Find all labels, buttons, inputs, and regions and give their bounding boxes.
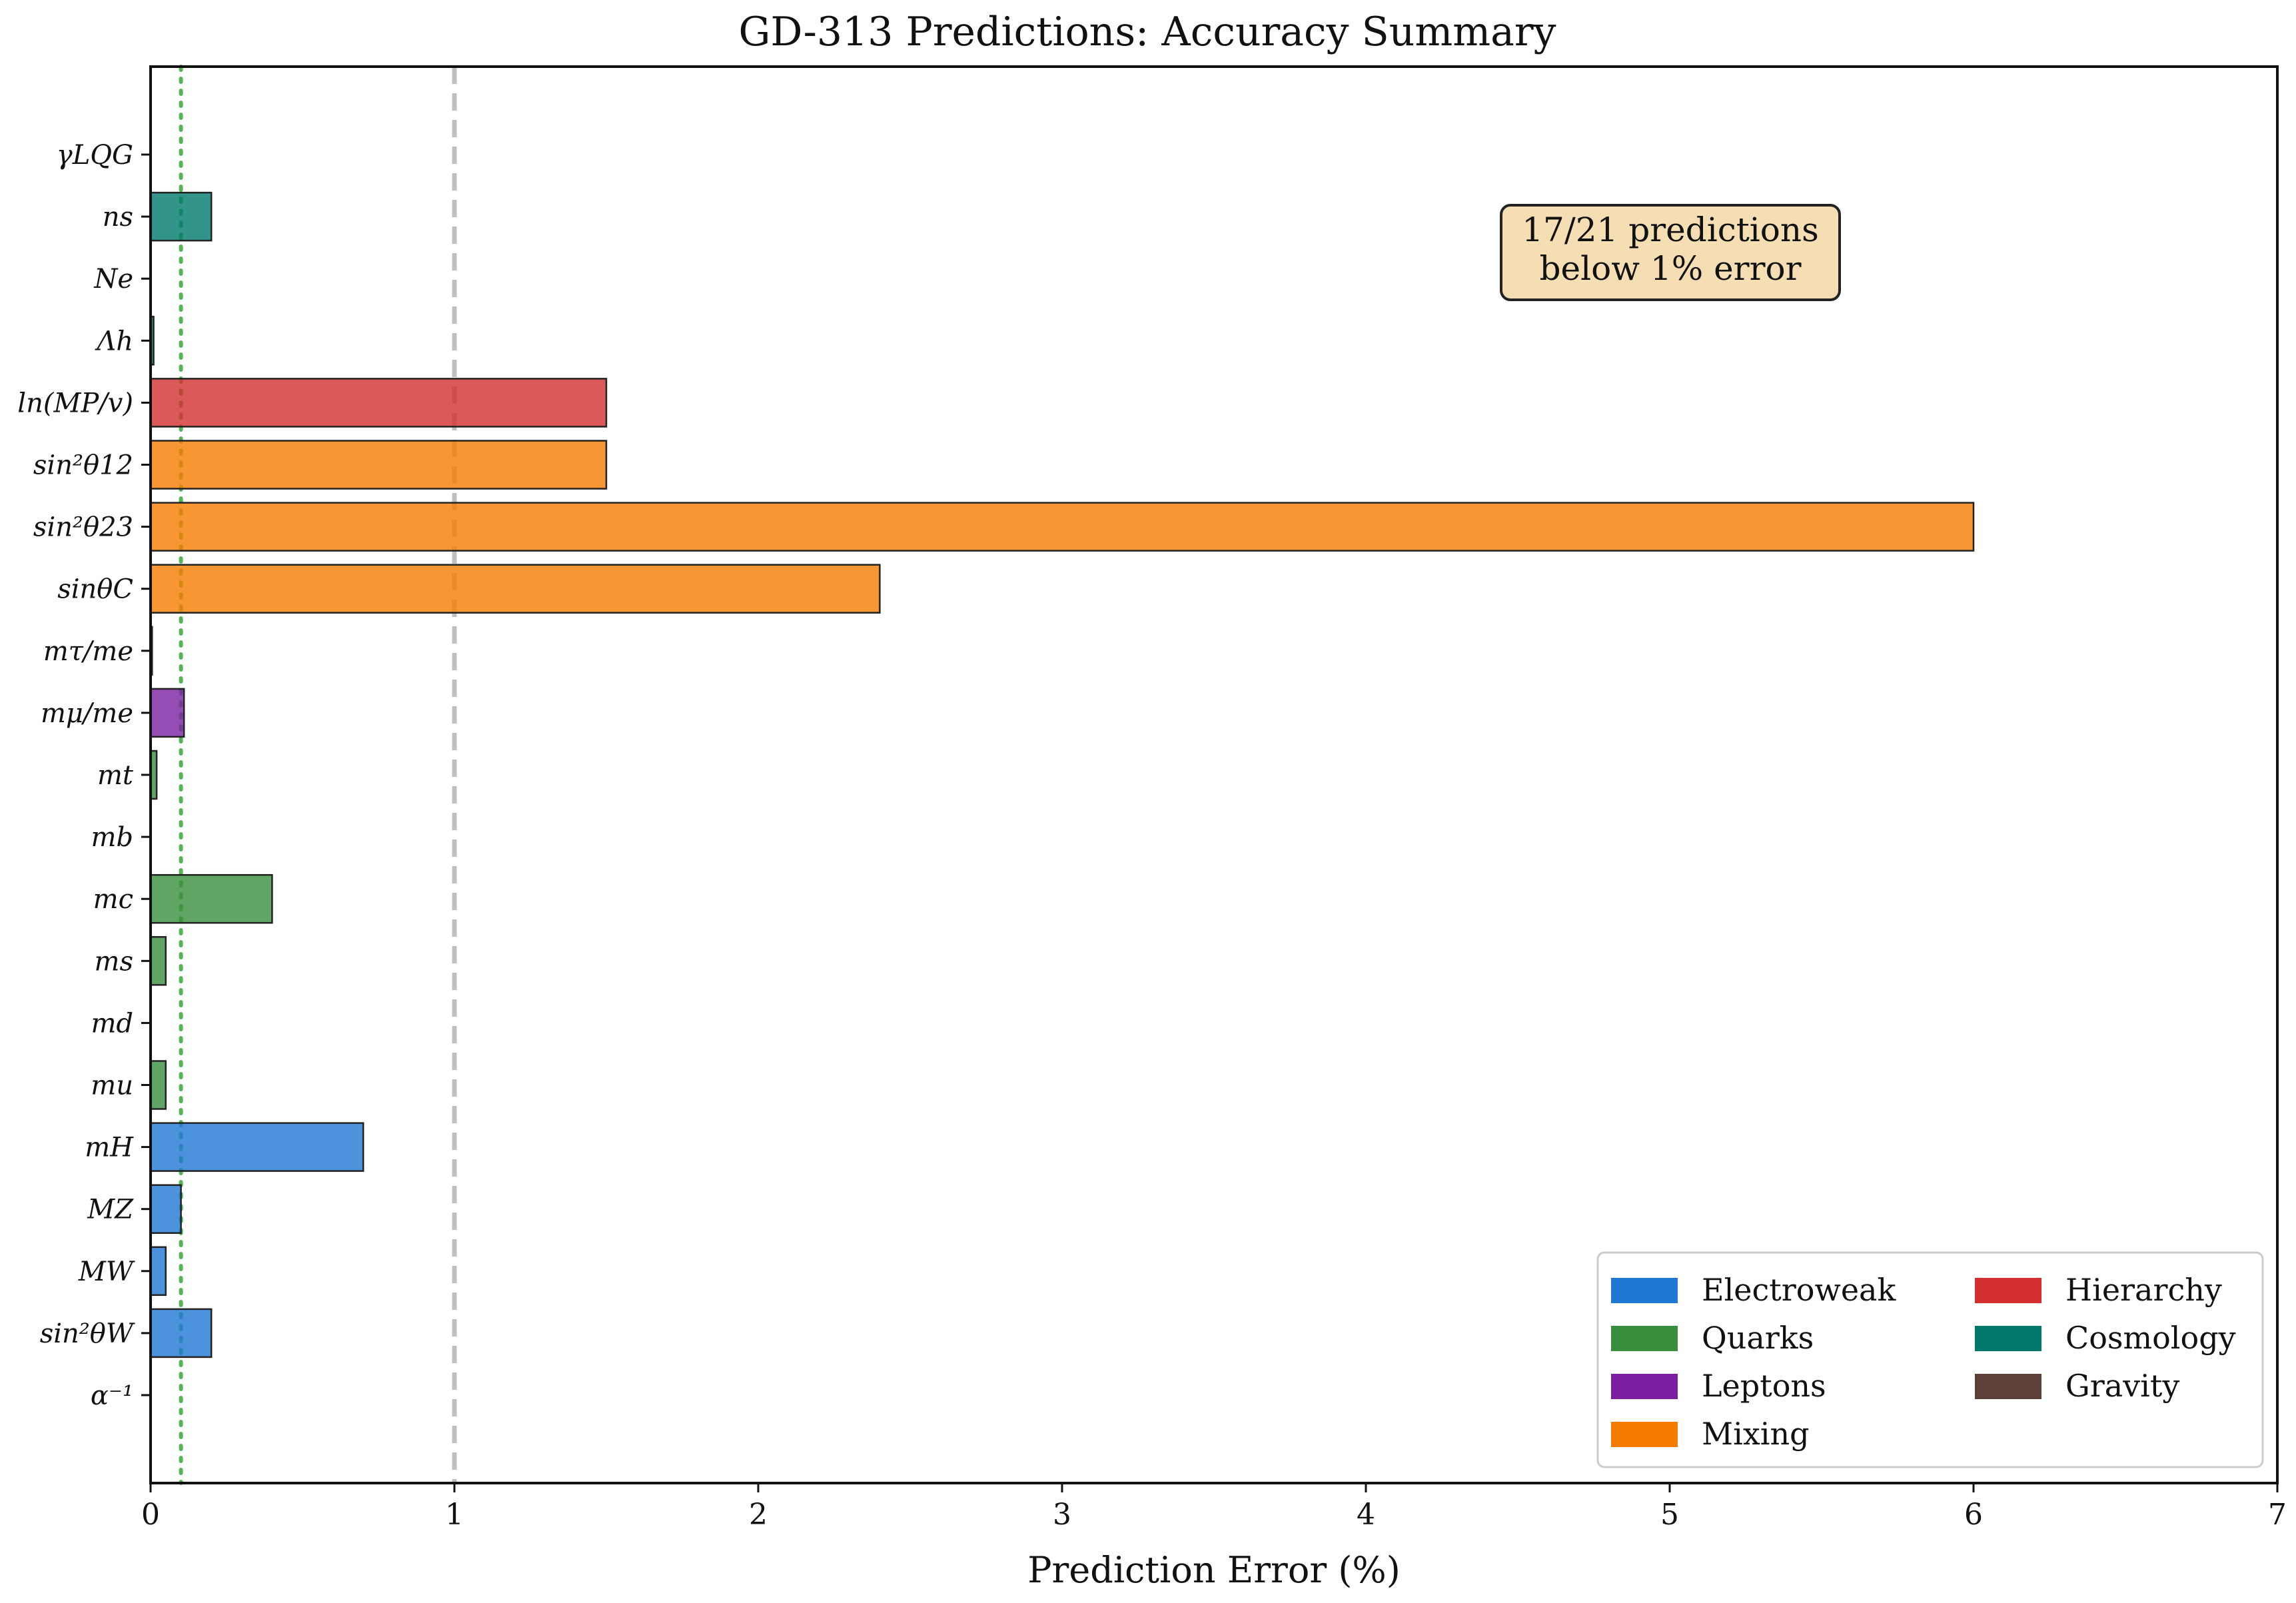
bar-14 — [149, 502, 1975, 552]
y-tick-label-17: Λh — [94, 326, 133, 356]
y-tick-label-1: sin²θW — [40, 1319, 135, 1349]
bar-15 — [149, 440, 608, 490]
plot-area: α⁻¹ sin²θW MW MZ mH mu md ms mc mb mt mμ/me mτ/me sin… — [17, 65, 2287, 1532]
annotation-box: 17/21 predictions below 1% error — [1500, 204, 1841, 301]
y-tick-label-0: α⁻¹ — [91, 1380, 133, 1411]
y-tick-label-7: ms — [95, 946, 133, 977]
legend-label-leptons: Leptons — [1702, 1368, 1826, 1404]
annotation-background — [1500, 204, 1841, 301]
y-tick-label-2: MW — [78, 1257, 135, 1287]
legend-swatch-gravity — [1975, 1374, 2041, 1399]
bar-2 — [149, 1246, 167, 1297]
annotation-line-1: 17/21 predictions — [1522, 211, 1819, 249]
y-tick-label-18: Ne — [93, 264, 133, 294]
bar-7 — [149, 936, 167, 986]
x-tick-label-7: 7 — [2268, 1498, 2287, 1532]
bar-8 — [149, 873, 273, 924]
legend-swatch-leptons — [1611, 1374, 1678, 1399]
y-tick-label-20: γLQG — [57, 140, 133, 171]
chart-title: GD-313 Predictions: Accuracy Summary — [738, 9, 1556, 55]
y-tick-label-13: sinθC — [57, 574, 133, 605]
y-tick-label-19: ns — [103, 202, 133, 233]
y-tick-label-8: mc — [93, 884, 133, 915]
x-tick-label-3: 3 — [1053, 1498, 1071, 1532]
y-tick-label-10: mt — [97, 760, 134, 791]
legend-label-cosmology: Cosmology — [2065, 1320, 2236, 1356]
legend-label-quarks: Quarks — [1702, 1320, 1814, 1356]
legend-swatch-cosmology — [1975, 1326, 2041, 1351]
x-tick-label-4: 4 — [1357, 1498, 1375, 1532]
y-tick-label-12: mτ/me — [43, 636, 133, 667]
x-tick-label-0: 0 — [141, 1498, 160, 1532]
legend: Electroweak Quarks Leptons Mixing Hierarchy C… — [1596, 1251, 2264, 1468]
y-tick-label-6: md — [91, 1008, 133, 1039]
x-tick-label-5: 5 — [1660, 1498, 1679, 1532]
legend-label-electroweak: Electroweak — [1702, 1272, 1896, 1308]
legend-box — [1596, 1251, 2264, 1468]
legend-swatch-hierarchy — [1975, 1278, 2041, 1303]
bar-3 — [149, 1184, 182, 1234]
y-tick-label-14: sin²θ23 — [33, 512, 133, 543]
legend-label-mixing: Mixing — [1702, 1416, 1810, 1452]
x-axis-label: Prediction Error (%) — [1027, 1549, 1401, 1591]
legend-label-gravity: Gravity — [2065, 1368, 2179, 1404]
x-tick-label-2: 2 — [749, 1498, 768, 1532]
plot-frame — [149, 65, 2279, 1484]
annotation-line-2: below 1% error — [1540, 249, 1802, 288]
bar-13 — [149, 564, 881, 614]
bar-5 — [149, 1060, 167, 1110]
bar-1 — [149, 1308, 213, 1358]
legend-swatch-quarks — [1611, 1326, 1678, 1351]
bar-4 — [149, 1122, 364, 1172]
legend-label-hierarchy: Hierarchy — [2065, 1272, 2222, 1308]
y-tick-label-15: sin²θ12 — [33, 450, 133, 481]
legend-swatch-mixing — [1611, 1422, 1678, 1447]
y-tick-label-11: mμ/me — [41, 698, 133, 729]
bar-16 — [149, 378, 608, 428]
x-tick-label-1: 1 — [445, 1498, 464, 1532]
bar-11 — [149, 688, 185, 738]
y-tick-label-16: ln(MP/v) — [17, 388, 133, 418]
bar-19 — [149, 191, 213, 242]
legend-swatch-electroweak — [1611, 1278, 1678, 1303]
x-tick-label-6: 6 — [1964, 1498, 1983, 1532]
y-tick-label-5: mu — [91, 1071, 133, 1101]
y-tick-label-3: MZ — [87, 1195, 134, 1225]
y-tick-label-9: mb — [91, 822, 133, 853]
y-tick-label-4: mH — [85, 1133, 134, 1163]
